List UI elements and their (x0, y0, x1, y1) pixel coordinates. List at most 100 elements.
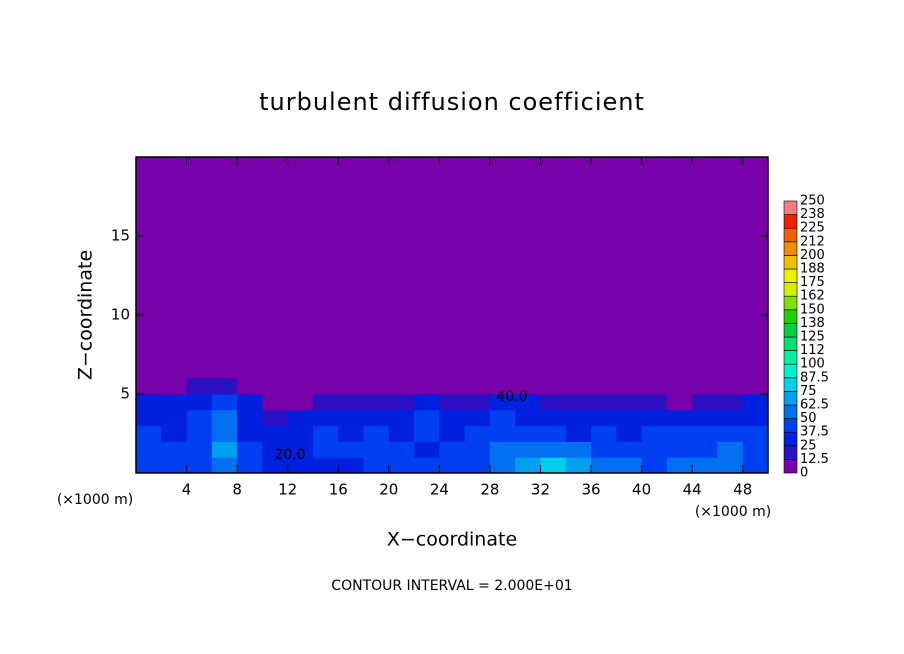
field-cell (666, 394, 693, 411)
field-cell (186, 378, 213, 395)
field-cell (161, 394, 188, 411)
colorbar-tick-label: 212 (800, 234, 825, 249)
field-cell (666, 425, 693, 442)
field-cell (439, 409, 466, 427)
field-cell (136, 457, 162, 474)
footnote: CONTOUR INTERVAL = 2.000E+01 (331, 578, 572, 594)
x-tick-label: 24 (430, 481, 449, 499)
y-tick-label: 15 (111, 227, 130, 245)
field-cell (136, 378, 162, 395)
field-cell (414, 394, 440, 411)
field-cell (161, 457, 188, 474)
contour-label: 40.0 (496, 389, 527, 405)
field-cell (540, 378, 567, 395)
field-cell (237, 409, 263, 427)
field-cell (692, 409, 718, 427)
field-cell (641, 409, 668, 427)
field-cell (515, 409, 541, 427)
field-cell (565, 378, 592, 395)
field-cell (565, 425, 592, 442)
field-cell (186, 425, 213, 442)
field-cell (717, 425, 744, 442)
field-cell (717, 441, 744, 458)
field-cell (388, 425, 415, 442)
x-tick-label: 16 (329, 481, 348, 499)
field-cell (312, 441, 339, 458)
colorbar-swatch (783, 255, 798, 270)
field-cell (363, 378, 390, 395)
field-cell (540, 425, 567, 442)
field-cell (287, 457, 314, 474)
colorbar-tick-label: 188 (800, 262, 825, 277)
field-cell (692, 394, 718, 411)
field-cell (565, 409, 592, 427)
field-cell (489, 441, 516, 458)
field-cell (464, 378, 491, 395)
colorbar-tick-label: 37.5 (800, 425, 829, 440)
field-cell (717, 457, 744, 474)
x-tick-label: 44 (683, 481, 702, 499)
field-cell (186, 441, 213, 458)
field-cell (414, 457, 440, 474)
field-cell (161, 425, 188, 442)
field-cell (388, 378, 415, 395)
field-cell (211, 425, 238, 442)
colorbar-tick-label: 162 (800, 289, 825, 304)
field-cell (464, 457, 491, 474)
field-cell (161, 409, 188, 427)
field-cell (237, 457, 263, 474)
field-cell (388, 457, 415, 474)
field-cell (186, 409, 213, 427)
field-cell (565, 441, 592, 458)
field-cell (616, 409, 643, 427)
field-cell (591, 378, 617, 395)
field-cell (363, 425, 390, 442)
field-cell (540, 409, 567, 427)
x-tick-label: 40 (632, 481, 651, 499)
field-cell (262, 457, 289, 474)
field-cell (591, 441, 617, 458)
colorbar-tick-label: 12.5 (800, 452, 829, 467)
field-cell (136, 409, 162, 427)
field-cell (262, 394, 289, 411)
field-cell (363, 394, 390, 411)
field-cell (439, 378, 466, 395)
field-cell (287, 378, 314, 395)
field-cell (338, 409, 365, 427)
colorbar-swatch (783, 241, 798, 256)
field-cell (515, 441, 541, 458)
field-cell (439, 394, 466, 411)
field-cell (742, 394, 769, 411)
x-tick-label: 32 (531, 481, 550, 499)
field-cell (540, 457, 567, 474)
field-cell (287, 394, 314, 411)
colorbar-swatch (783, 363, 798, 379)
field-cell (338, 394, 365, 411)
field-cell (666, 457, 693, 474)
colorbar-swatch (783, 295, 798, 311)
field-cell (287, 409, 314, 427)
field-cell (312, 378, 339, 395)
field-cell (414, 409, 440, 427)
contour-label: 20.0 (274, 447, 305, 463)
field-cell (414, 425, 440, 442)
field-cell (515, 457, 541, 474)
field-cell (692, 378, 718, 395)
field-cell (489, 425, 516, 442)
colorbar-swatch (783, 200, 798, 215)
field-cell (515, 425, 541, 442)
colorbar-swatch (783, 214, 798, 229)
field-cell (186, 394, 213, 411)
field-cell (211, 394, 238, 411)
field-cell (338, 425, 365, 442)
y-unit: (×1000 m) (57, 492, 133, 508)
field-cell (388, 441, 415, 458)
field-cell (363, 457, 390, 474)
x-tick-label: 8 (232, 481, 242, 499)
colorbar-tick-label: 225 (800, 221, 825, 236)
colorbar-swatch (783, 282, 798, 297)
x-axis-label: X−coordinate (387, 529, 517, 551)
colorbar-tick-label: 238 (800, 207, 825, 222)
field-cell (616, 394, 643, 411)
